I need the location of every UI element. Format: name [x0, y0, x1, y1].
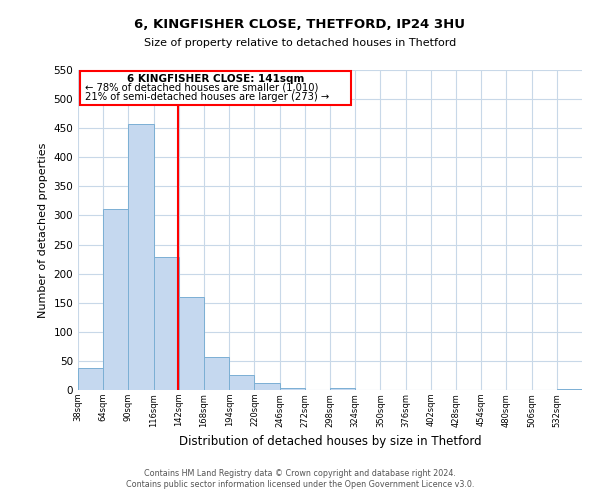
Text: Contains public sector information licensed under the Open Government Licence v3: Contains public sector information licen… — [126, 480, 474, 489]
Y-axis label: Number of detached properties: Number of detached properties — [38, 142, 48, 318]
Bar — [204, 357, 229, 390]
Text: 21% of semi-detached houses are larger (273) →: 21% of semi-detached houses are larger (… — [85, 92, 329, 102]
Text: Contains HM Land Registry data © Crown copyright and database right 2024.: Contains HM Land Registry data © Crown c… — [144, 468, 456, 477]
Text: 6, KINGFISHER CLOSE, THETFORD, IP24 3HU: 6, KINGFISHER CLOSE, THETFORD, IP24 3HU — [134, 18, 466, 30]
Bar — [254, 383, 280, 390]
Bar — [280, 388, 305, 390]
X-axis label: Distribution of detached houses by size in Thetford: Distribution of detached houses by size … — [179, 435, 481, 448]
Text: 6 KINGFISHER CLOSE: 141sqm: 6 KINGFISHER CLOSE: 141sqm — [127, 74, 304, 84]
Bar — [557, 389, 582, 390]
Text: Size of property relative to detached houses in Thetford: Size of property relative to detached ho… — [144, 38, 456, 48]
Bar — [103, 209, 128, 390]
Bar — [154, 257, 179, 390]
Text: ← 78% of detached houses are smaller (1,010): ← 78% of detached houses are smaller (1,… — [85, 83, 318, 93]
Bar — [229, 376, 254, 390]
Bar — [179, 297, 204, 390]
Bar — [128, 124, 154, 390]
Bar — [330, 388, 355, 390]
Bar — [78, 368, 103, 390]
FancyBboxPatch shape — [80, 71, 352, 105]
